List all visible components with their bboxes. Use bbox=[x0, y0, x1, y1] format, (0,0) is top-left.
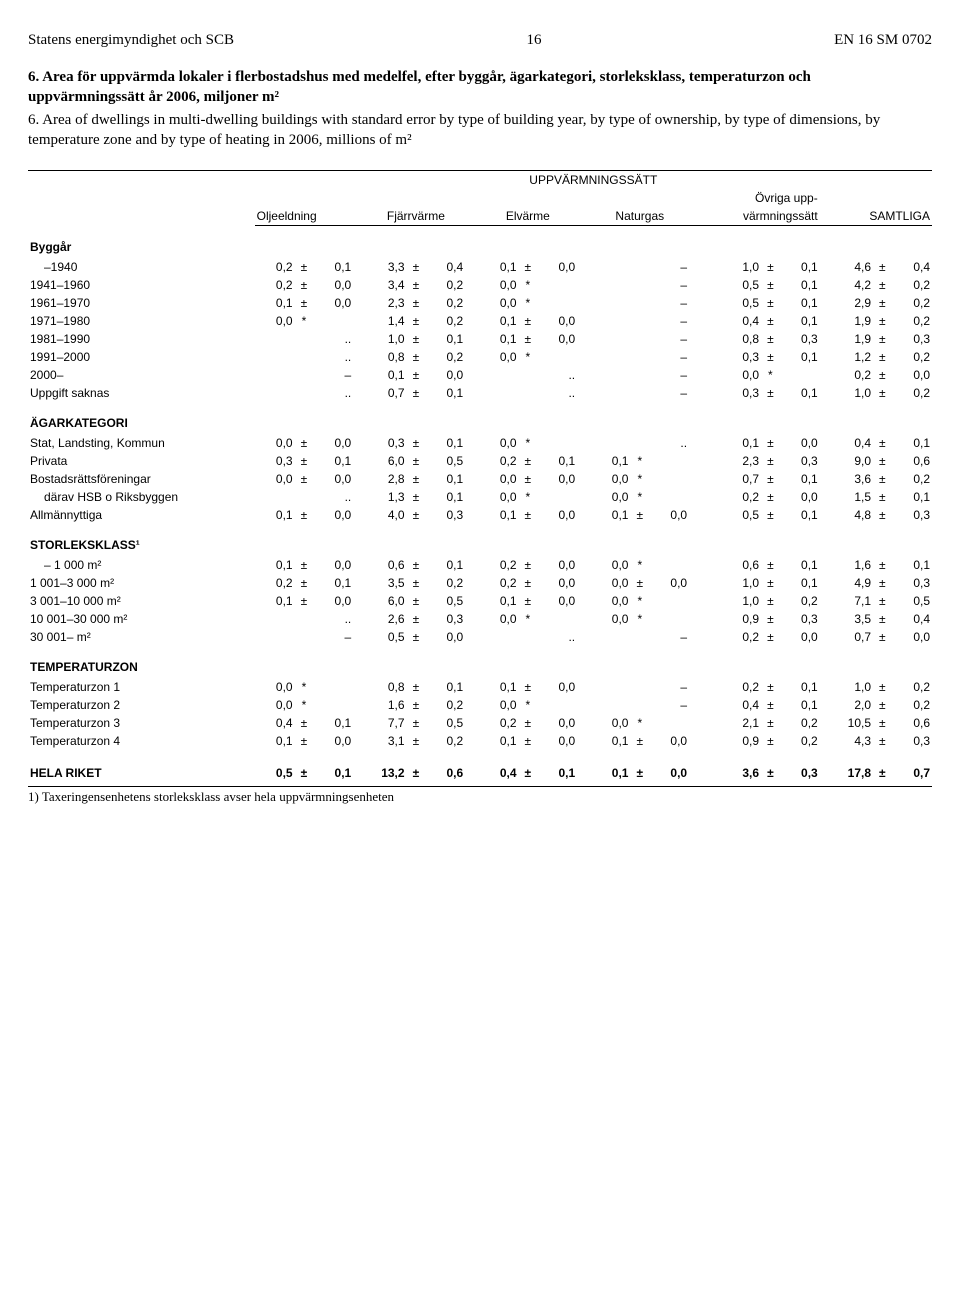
col-electric: Elvärme bbox=[479, 207, 578, 226]
section-header: TEMPERATURZON bbox=[28, 646, 932, 678]
col-total: SAMTLIGA bbox=[833, 207, 932, 226]
group-header: UPPVÄRMNINGSSÄTT bbox=[255, 171, 932, 190]
table-row: 1981–1990..1,0±0,10,1±0,0–0,8±0,31,9±0,3 bbox=[28, 330, 932, 348]
row-label: 1961–1970 bbox=[28, 294, 255, 312]
row-label: Uppgift saknas bbox=[28, 384, 255, 402]
row-label: 1981–1990 bbox=[28, 330, 255, 348]
table-row: 1941–19600,2±0,03,4±0,20,0*–0,5±0,14,2±0… bbox=[28, 276, 932, 294]
row-label: Temperaturzon 2 bbox=[28, 696, 255, 714]
header-left: Statens energimyndighet och SCB bbox=[28, 32, 234, 49]
table-row: HELA RIKET0,5±0,113,2±0,60,4±0,10,1±0,03… bbox=[28, 750, 932, 782]
section-header: Byggår bbox=[28, 226, 932, 259]
header-right: EN 16 SM 0702 bbox=[834, 32, 932, 49]
data-table: UPPVÄRMNINGSSÄTT Övriga upp- Oljeeldning… bbox=[28, 170, 932, 782]
table-row: –19400,2±0,13,3±0,40,1±0,0–1,0±0,14,6±0,… bbox=[28, 258, 932, 276]
table-row: 2000––0,1±0,0..–0,0*0,2±0,0 bbox=[28, 366, 932, 384]
header-center: 16 bbox=[527, 32, 542, 49]
table-row: Stat, Landsting, Kommun0,0±0,00,3±0,10,0… bbox=[28, 434, 932, 452]
col-oil: Oljeeldning bbox=[255, 207, 354, 226]
table-row: – 1 000 m²0,1±0,00,6±0,10,2±0,00,0*0,6±0… bbox=[28, 556, 932, 574]
table-row: 1991–2000..0,8±0,20,0*–0,3±0,11,2±0,2 bbox=[28, 348, 932, 366]
row-label: därav HSB o Riksbyggen bbox=[28, 488, 255, 506]
page-header: Statens energimyndighet och SCB 16 EN 16… bbox=[28, 32, 932, 49]
row-label: 1 001–3 000 m² bbox=[28, 574, 255, 592]
title-swedish: 6. Area för uppvärmda lokaler i flerbost… bbox=[28, 67, 888, 108]
col-other: värmningssätt bbox=[702, 207, 819, 226]
table-row: 10 001–30 000 m²..2,6±0,30,0*0,0*0,9±0,3… bbox=[28, 610, 932, 628]
row-label: Temperaturzon 4 bbox=[28, 732, 255, 750]
row-label: 3 001–10 000 m² bbox=[28, 592, 255, 610]
row-label: Allmännyttiga bbox=[28, 506, 255, 524]
table-row: 30 001– m²–0,5±0,0..–0,2±0,00,7±0,0 bbox=[28, 628, 932, 646]
row-label: Temperaturzon 1 bbox=[28, 678, 255, 696]
table-row: 1961–19700,1±0,02,3±0,20,0*–0,5±0,12,9±0… bbox=[28, 294, 932, 312]
table-row: Temperaturzon 30,4±0,17,7±0,50,2±0,00,0*… bbox=[28, 714, 932, 732]
row-label: Bostadsrättsföreningar bbox=[28, 470, 255, 488]
table-row: 1971–19800,0*1,4±0,20,1±0,0–0,4±0,11,9±0… bbox=[28, 312, 932, 330]
row-label: Temperaturzon 3 bbox=[28, 714, 255, 732]
table-row: Allmännyttiga0,1±0,04,0±0,30,1±0,00,1±0,… bbox=[28, 506, 932, 524]
row-label: HELA RIKET bbox=[28, 750, 255, 782]
row-label: Stat, Landsting, Kommun bbox=[28, 434, 255, 452]
row-label: 1991–2000 bbox=[28, 348, 255, 366]
table-row: Uppgift saknas..0,7±0,1..–0,3±0,11,0±0,2 bbox=[28, 384, 932, 402]
table-row: Temperaturzon 40,1±0,03,1±0,20,1±0,00,1±… bbox=[28, 732, 932, 750]
col-other-upp: Övriga upp- bbox=[702, 189, 819, 207]
title-block: 6. Area för uppvärmda lokaler i flerbost… bbox=[28, 67, 888, 150]
table-row: därav HSB o Riksbyggen..1,3±0,10,0*0,0*0… bbox=[28, 488, 932, 506]
table-row: 3 001–10 000 m²0,1±0,06,0±0,50,1±0,00,0*… bbox=[28, 592, 932, 610]
row-label: –1940 bbox=[28, 258, 255, 276]
footnote: 1) Taxeringensenhetens storleksklass avs… bbox=[28, 786, 932, 805]
table-row: Temperaturzon 10,0*0,8±0,10,1±0,0–0,2±0,… bbox=[28, 678, 932, 696]
table-header: UPPVÄRMNINGSSÄTT Övriga upp- Oljeeldning… bbox=[28, 171, 932, 226]
section-header: ÄGARKATEGORI bbox=[28, 402, 932, 434]
table-row: Privata0,3±0,16,0±0,50,2±0,10,1*2,3±0,39… bbox=[28, 452, 932, 470]
row-label: 30 001– m² bbox=[28, 628, 255, 646]
row-label: 1971–1980 bbox=[28, 312, 255, 330]
row-label: 1941–1960 bbox=[28, 276, 255, 294]
row-label: 10 001–30 000 m² bbox=[28, 610, 255, 628]
section-header: STORLEKSKLASS¹ bbox=[28, 524, 932, 556]
row-label: 2000– bbox=[28, 366, 255, 384]
row-label: – 1 000 m² bbox=[28, 556, 255, 574]
table-body: Byggår–19400,2±0,13,3±0,40,1±0,0–1,0±0,1… bbox=[28, 226, 932, 783]
table-row: Bostadsrättsföreningar0,0±0,02,8±0,10,0±… bbox=[28, 470, 932, 488]
table-row: Temperaturzon 20,0*1,6±0,20,0*–0,4±0,12,… bbox=[28, 696, 932, 714]
col-district: Fjärrvärme bbox=[367, 207, 466, 226]
row-label: Privata bbox=[28, 452, 255, 470]
col-gas: Naturgas bbox=[590, 207, 689, 226]
title-english: 6. Area of dwellings in multi-dwelling b… bbox=[28, 110, 888, 151]
table-row: 1 001–3 000 m²0,2±0,13,5±0,20,2±0,00,0±0… bbox=[28, 574, 932, 592]
